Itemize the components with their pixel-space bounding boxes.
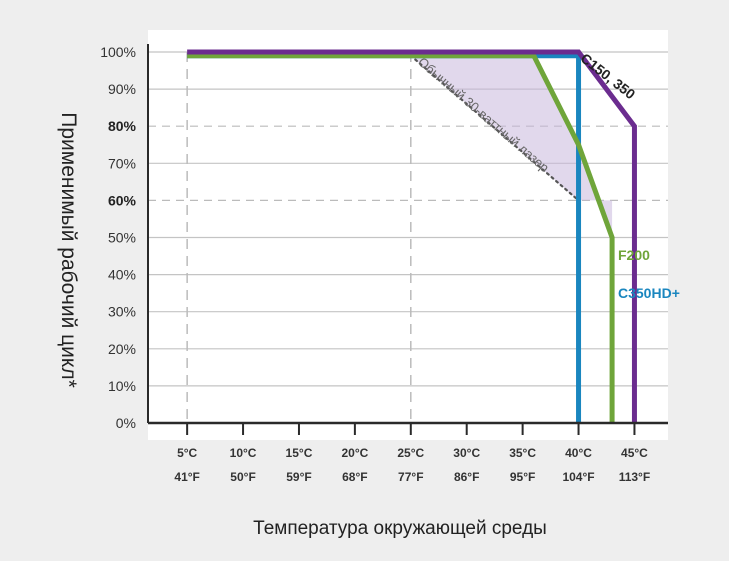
series-label-c350hd: C350HD+: [618, 285, 680, 301]
y-tick-label-0: 0%: [116, 415, 136, 431]
x-tick-label-f-5: 41°F: [174, 470, 199, 484]
x-tick-label-f-20: 68°F: [342, 470, 367, 484]
y-tick-label-10: 10%: [108, 378, 136, 394]
series-lines: [187, 49, 637, 423]
axes: [147, 44, 668, 435]
y-axis-title: Применимый рабочий цикл*: [57, 112, 80, 388]
series-line-1: [187, 53, 615, 423]
x-tick-label-c-30: 30°C: [453, 446, 480, 460]
x-tick-label-f-40: 104°F: [562, 470, 594, 484]
y-tick-label-40: 40%: [108, 267, 136, 283]
y-tick-label-20: 20%: [108, 341, 136, 357]
plot-background: [148, 30, 668, 440]
y-tick-label-80: 80%: [108, 118, 137, 134]
x-tick-label-f-45: 113°F: [619, 470, 651, 484]
series-label-f200: F200: [618, 247, 650, 263]
x-tick-label-f-30: 86°F: [454, 470, 479, 484]
x-tick-label-c-5: 5°C: [177, 446, 197, 460]
x-tick-label-c-10: 10°C: [230, 446, 257, 460]
y-tick-label-70: 70%: [108, 155, 136, 171]
x-tick-label-c-40: 40°C: [565, 446, 592, 460]
x-tick-label-c-35: 35°C: [509, 446, 536, 460]
y-tick-label-30: 30%: [108, 304, 136, 320]
x-tick-label-c-15: 15°C: [286, 446, 313, 460]
x-tick-label-f-15: 59°F: [286, 470, 311, 484]
x-tick-label-c-25: 25°C: [397, 446, 424, 460]
series-line-0: [187, 49, 637, 423]
x-tick-label-c-20: 20°C: [341, 446, 368, 460]
y-tick-label-50: 50%: [108, 230, 136, 246]
x-tick-label-f-25: 77°F: [398, 470, 423, 484]
x-tick-label-f-10: 50°F: [230, 470, 255, 484]
reference-line-dotted: [409, 54, 580, 202]
y-tick-label-100: 100%: [100, 44, 136, 60]
x-axis-title: Температура окружающей среды: [253, 518, 547, 539]
y-tick-label-90: 90%: [108, 81, 136, 97]
x-tick-label-f-35: 95°F: [510, 470, 535, 484]
shaded-area: [410, 55, 613, 238]
x-tick-label-c-45: 45°C: [621, 446, 648, 460]
shaded-region: [410, 55, 613, 238]
y-tick-label-60: 60%: [108, 192, 137, 208]
